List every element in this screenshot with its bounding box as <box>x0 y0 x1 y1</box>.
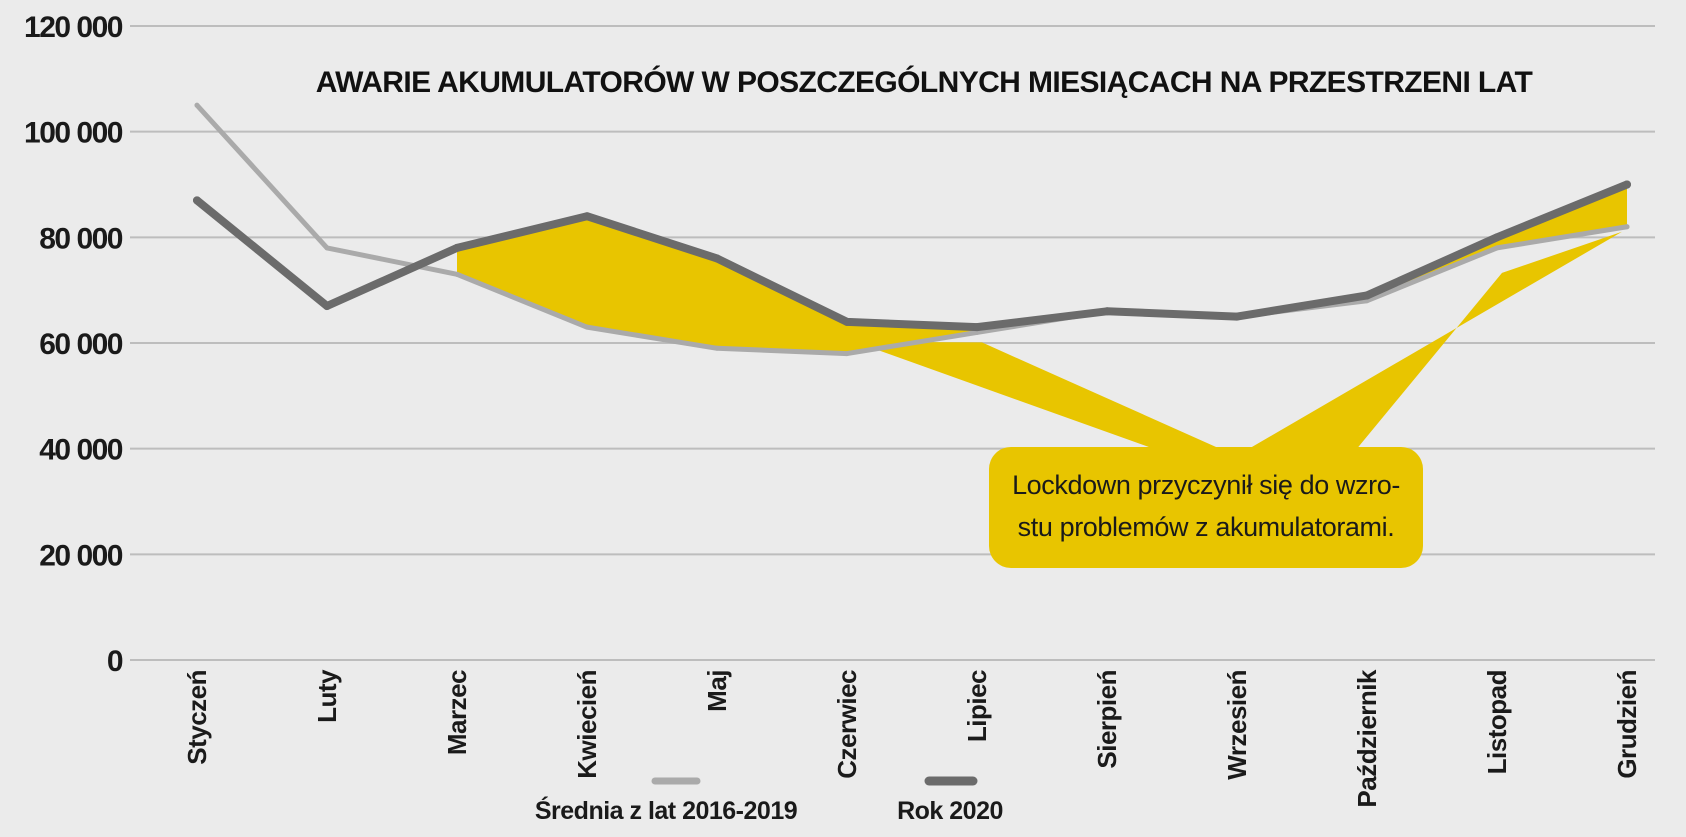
y-tick-label: 40 000 <box>39 434 123 467</box>
y-tick-label: 20 000 <box>39 539 123 572</box>
series-0-point <box>324 245 330 251</box>
series-0-point <box>454 271 460 277</box>
series-1-point <box>843 317 851 326</box>
series-1-point <box>1363 291 1371 300</box>
y-tick-label: 100 000 <box>24 117 123 150</box>
series-1-point <box>973 323 981 332</box>
series-1-point <box>713 254 721 263</box>
legend-label-2020: Rok 2020 <box>897 797 1003 825</box>
x-tick-label: Lipiec <box>962 670 992 742</box>
y-tick-label: 60 000 <box>39 328 123 361</box>
x-tick-label: Czerwiec <box>832 670 862 779</box>
series-0-point <box>194 102 200 108</box>
series-0-point <box>584 324 590 330</box>
annotation-text-line-1: Lockdown przyczynił się do wzro- <box>1012 470 1400 500</box>
series-0-point <box>1624 224 1630 230</box>
x-axis-tick-labels: Styczeń Luty Marzec Kwiecień Maj Czerwiec Lipi… <box>182 669 1642 808</box>
y-tick-label: 120 000 <box>24 11 123 44</box>
x-tick-label: Listopad <box>1482 670 1512 774</box>
legend-label-avg: Średnia z lat 2016-2019 <box>535 795 797 825</box>
fill-between-region <box>457 216 977 354</box>
x-tick-label: Październik <box>1352 669 1382 808</box>
y-axis-tick-labels: 0 20 000 40 000 60 000 80 000 100 000 120 000 <box>24 11 124 678</box>
series-line-0 <box>194 102 1630 357</box>
series-line-1 <box>193 180 1631 332</box>
chart-title: AWARIE AKUMULATORÓW W POSZCZEGÓLNYCH MIE… <box>316 65 1533 99</box>
annotation-text-line-2: stu problemów z akumulatorami. <box>1018 512 1395 542</box>
legend: Średnia z lat 2016-2019 Rok 2020 <box>535 776 1003 825</box>
series-1-point <box>1623 180 1631 189</box>
series-lines <box>193 102 1631 357</box>
series-1-point <box>1103 307 1111 316</box>
x-tick-label: Wrzesień <box>1222 670 1252 780</box>
x-tick-label: Sierpień <box>1092 670 1122 769</box>
series-1-point <box>1233 312 1241 321</box>
series-0-point <box>1494 245 1500 251</box>
annotation-pointer-left <box>855 341 1225 451</box>
series-1-point <box>323 302 331 311</box>
annotation-callout: Lockdown przyczynił się do wzro- stu pro… <box>855 231 1622 568</box>
x-tick-label: Kwiecień <box>572 670 602 779</box>
series-0-point <box>974 329 980 335</box>
x-tick-label: Styczeń <box>182 670 212 765</box>
y-tick-label: 80 000 <box>39 222 123 255</box>
series-1-point <box>193 196 201 205</box>
x-tick-label: Marzec <box>442 670 472 755</box>
annotation-box <box>989 447 1423 568</box>
series-1-point <box>583 212 591 221</box>
series-0-point <box>714 345 720 351</box>
series-0-point <box>844 351 850 357</box>
x-tick-label: Luty <box>312 669 342 723</box>
x-tick-label: Grudzień <box>1612 670 1642 779</box>
series-1-point <box>453 243 461 252</box>
series-1-point <box>1493 233 1501 242</box>
annotation-pointer-right <box>1245 231 1622 451</box>
grid-lines <box>130 25 1655 661</box>
x-tick-label: Maj <box>702 670 732 712</box>
y-tick-label: 0 <box>107 645 123 678</box>
